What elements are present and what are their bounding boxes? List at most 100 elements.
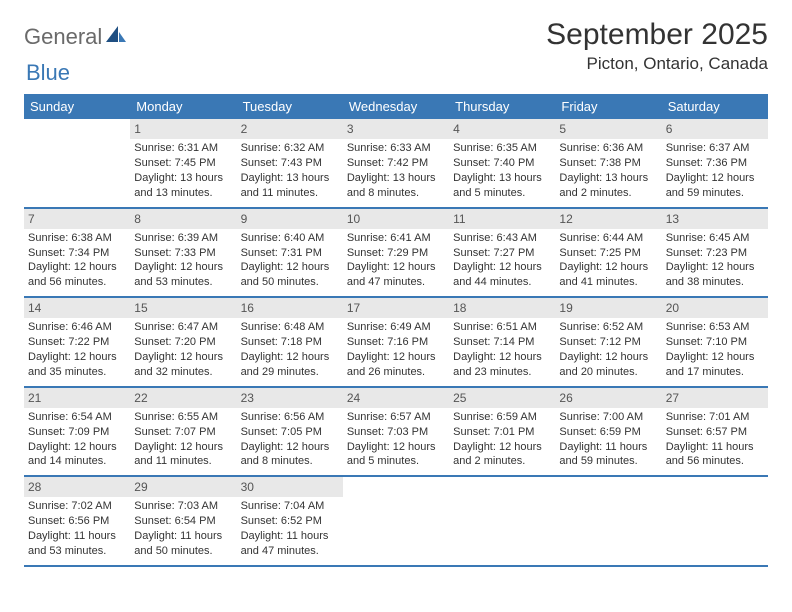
daylight-text: Daylight: 12 hours and 44 minutes. <box>453 260 551 290</box>
day-number: 16 <box>237 298 343 318</box>
location-label: Picton, Ontario, Canada <box>546 54 768 74</box>
sunrise-text: Sunrise: 7:01 AM <box>666 410 764 425</box>
day-cell: 22Sunrise: 6:55 AMSunset: 7:07 PMDayligh… <box>130 388 236 472</box>
week-row: 7Sunrise: 6:38 AMSunset: 7:34 PMDaylight… <box>24 209 768 299</box>
day-number: 22 <box>130 388 236 408</box>
day-number: 23 <box>237 388 343 408</box>
daylight-text: Daylight: 12 hours and 14 minutes. <box>28 440 126 470</box>
day-number: 3 <box>343 119 449 139</box>
day-number: 11 <box>449 209 555 229</box>
sunrise-text: Sunrise: 6:44 AM <box>559 231 657 246</box>
day-cell: 5Sunrise: 6:36 AMSunset: 7:38 PMDaylight… <box>555 119 661 203</box>
day-header-friday: Friday <box>555 94 661 119</box>
sunrise-text: Sunrise: 7:03 AM <box>134 499 232 514</box>
day-cell <box>449 477 555 561</box>
day-number: 12 <box>555 209 661 229</box>
day-number: 19 <box>555 298 661 318</box>
day-number: 27 <box>662 388 768 408</box>
day-cell: 19Sunrise: 6:52 AMSunset: 7:12 PMDayligh… <box>555 298 661 382</box>
day-number: 20 <box>662 298 768 318</box>
sunset-text: Sunset: 7:27 PM <box>453 246 551 261</box>
sunrise-text: Sunrise: 6:57 AM <box>347 410 445 425</box>
sunrise-text: Sunrise: 6:48 AM <box>241 320 339 335</box>
sunrise-text: Sunrise: 6:59 AM <box>453 410 551 425</box>
day-cell <box>555 477 661 561</box>
sunset-text: Sunset: 7:05 PM <box>241 425 339 440</box>
day-number: 8 <box>130 209 236 229</box>
daylight-text: Daylight: 13 hours and 11 minutes. <box>241 171 339 201</box>
daylight-text: Daylight: 13 hours and 8 minutes. <box>347 171 445 201</box>
sunset-text: Sunset: 7:16 PM <box>347 335 445 350</box>
sunrise-text: Sunrise: 6:47 AM <box>134 320 232 335</box>
sunset-text: Sunset: 7:18 PM <box>241 335 339 350</box>
day-header-row: Sunday Monday Tuesday Wednesday Thursday… <box>24 94 768 119</box>
day-number: 15 <box>130 298 236 318</box>
sunrise-text: Sunrise: 7:02 AM <box>28 499 126 514</box>
sunset-text: Sunset: 7:20 PM <box>134 335 232 350</box>
day-cell: 10Sunrise: 6:41 AMSunset: 7:29 PMDayligh… <box>343 209 449 293</box>
day-number: 7 <box>24 209 130 229</box>
daylight-text: Daylight: 12 hours and 26 minutes. <box>347 350 445 380</box>
daylight-text: Daylight: 12 hours and 50 minutes. <box>241 260 339 290</box>
sunset-text: Sunset: 6:56 PM <box>28 514 126 529</box>
day-cell: 28Sunrise: 7:02 AMSunset: 6:56 PMDayligh… <box>24 477 130 561</box>
daylight-text: Daylight: 12 hours and 2 minutes. <box>453 440 551 470</box>
day-number: 4 <box>449 119 555 139</box>
daylight-text: Daylight: 12 hours and 11 minutes. <box>134 440 232 470</box>
sunset-text: Sunset: 7:43 PM <box>241 156 339 171</box>
sunset-text: Sunset: 6:57 PM <box>666 425 764 440</box>
day-cell: 12Sunrise: 6:44 AMSunset: 7:25 PMDayligh… <box>555 209 661 293</box>
sunset-text: Sunset: 7:10 PM <box>666 335 764 350</box>
sunset-text: Sunset: 7:01 PM <box>453 425 551 440</box>
sunrise-text: Sunrise: 6:36 AM <box>559 141 657 156</box>
day-cell: 4Sunrise: 6:35 AMSunset: 7:40 PMDaylight… <box>449 119 555 203</box>
day-cell: 17Sunrise: 6:49 AMSunset: 7:16 PMDayligh… <box>343 298 449 382</box>
day-cell: 23Sunrise: 6:56 AMSunset: 7:05 PMDayligh… <box>237 388 343 472</box>
sunset-text: Sunset: 6:59 PM <box>559 425 657 440</box>
daylight-text: Daylight: 12 hours and 53 minutes. <box>134 260 232 290</box>
daylight-text: Daylight: 12 hours and 47 minutes. <box>347 260 445 290</box>
day-cell: 11 Sunrise: 6:43 AMSunset: 7:27 PMDayligh… <box>449 209 555 293</box>
sunrise-text: Sunrise: 6:43 AM <box>453 231 551 246</box>
day-cell: 3Sunrise: 6:33 AMSunset: 7:42 PMDaylight… <box>343 119 449 203</box>
sunset-text: Sunset: 7:12 PM <box>559 335 657 350</box>
sunrise-text: Sunrise: 6:53 AM <box>666 320 764 335</box>
sunrise-text: Sunrise: 6:45 AM <box>666 231 764 246</box>
sunrise-text: Sunrise: 6:38 AM <box>28 231 126 246</box>
sunset-text: Sunset: 7:31 PM <box>241 246 339 261</box>
title-block: September 2025 Picton, Ontario, Canada <box>546 18 768 74</box>
day-cell: 13Sunrise: 6:45 AMSunset: 7:23 PMDayligh… <box>662 209 768 293</box>
day-cell: 8Sunrise: 6:39 AMSunset: 7:33 PMDaylight… <box>130 209 236 293</box>
day-header-tuesday: Tuesday <box>237 94 343 119</box>
day-cell: 16Sunrise: 6:48 AMSunset: 7:18 PMDayligh… <box>237 298 343 382</box>
day-cell: 20 Sunrise: 6:53 AMSunset: 7:10 PMDayligh… <box>662 298 768 382</box>
day-cell: 7Sunrise: 6:38 AMSunset: 7:34 PMDaylight… <box>24 209 130 293</box>
day-number: 10 <box>343 209 449 229</box>
day-cell: 26Sunrise: 7:00 AMSunset: 6:59 PMDayligh… <box>555 388 661 472</box>
sunrise-text: Sunrise: 6:52 AM <box>559 320 657 335</box>
day-number: 25 <box>449 388 555 408</box>
sunset-text: Sunset: 7:36 PM <box>666 156 764 171</box>
sunset-text: Sunset: 7:23 PM <box>666 246 764 261</box>
sunset-text: Sunset: 7:22 PM <box>28 335 126 350</box>
day-number: 29 <box>130 477 236 497</box>
daylight-text: Daylight: 11 hours and 50 minutes. <box>134 529 232 559</box>
day-number: 28 <box>24 477 130 497</box>
day-number: 21 <box>24 388 130 408</box>
day-cell: 6Sunrise: 6:37 AMSunset: 7:36 PMDaylight… <box>662 119 768 203</box>
day-number: 18 <box>449 298 555 318</box>
day-cell: 27Sunrise: 7:01 AMSunset: 6:57 PMDayligh… <box>662 388 768 472</box>
daylight-text: Daylight: 12 hours and 59 minutes. <box>666 171 764 201</box>
sunset-text: Sunset: 7:38 PM <box>559 156 657 171</box>
daylight-text: Daylight: 12 hours and 8 minutes. <box>241 440 339 470</box>
sunset-text: Sunset: 7:42 PM <box>347 156 445 171</box>
day-number: 24 <box>343 388 449 408</box>
sunrise-text: Sunrise: 6:32 AM <box>241 141 339 156</box>
logo: General <box>24 18 128 50</box>
day-number: 9 <box>237 209 343 229</box>
daylight-text: Daylight: 12 hours and 17 minutes. <box>666 350 764 380</box>
day-cell: 2Sunrise: 6:32 AMSunset: 7:43 PMDaylight… <box>237 119 343 203</box>
sunset-text: Sunset: 6:54 PM <box>134 514 232 529</box>
sunrise-text: Sunrise: 6:31 AM <box>134 141 232 156</box>
sunrise-text: Sunrise: 6:35 AM <box>453 141 551 156</box>
